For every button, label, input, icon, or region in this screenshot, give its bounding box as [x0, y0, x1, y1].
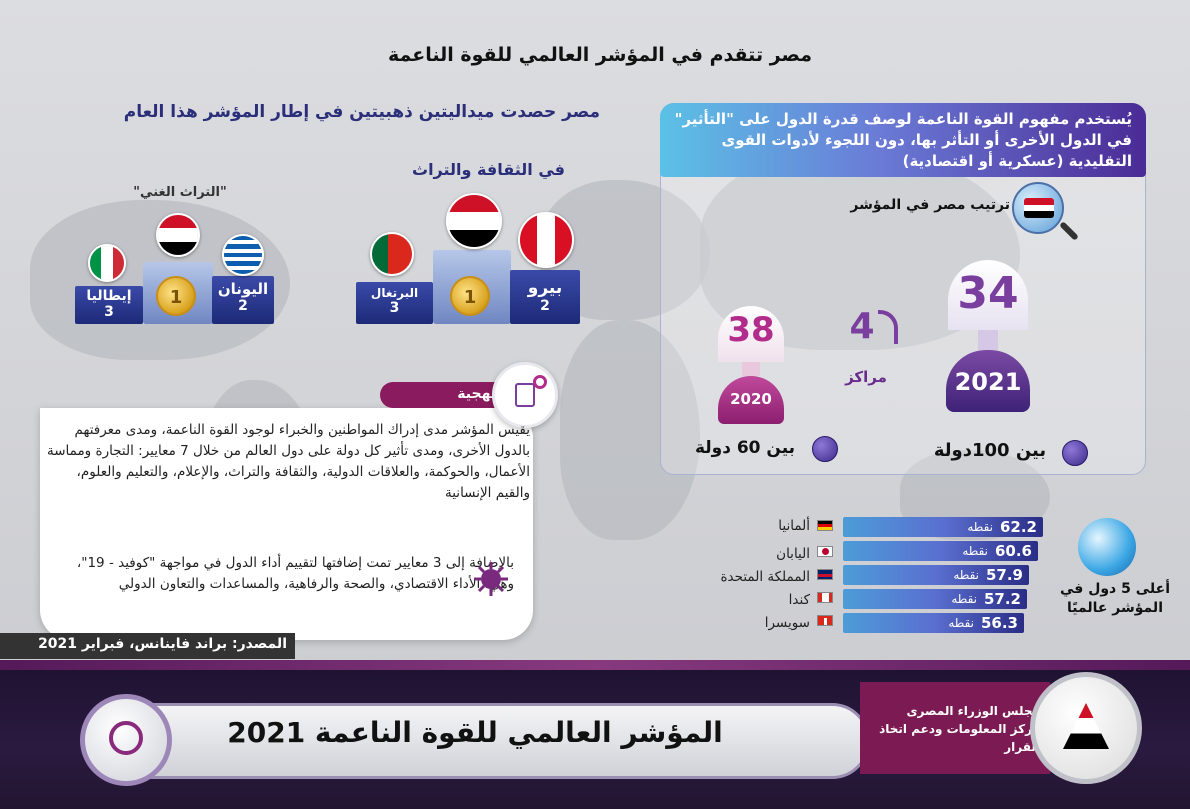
methodology-text: يقيس المؤشر مدى إدراك المواطنين والخبراء… [46, 422, 530, 501]
hourglass-neck [978, 330, 998, 350]
top5-label: أعلى 5 دول في المؤشر عالميًا [1060, 581, 1170, 616]
germany-flag-icon [817, 520, 833, 531]
podium-second-block: اليونان 2 [212, 276, 274, 324]
podium-third-block: البرتغال 3 [356, 282, 433, 324]
hourglass-neck [742, 362, 760, 376]
score-unit: نقطه [967, 520, 993, 534]
podium-third-rank: 3 [104, 304, 114, 320]
cabinet-line2: مركز المعلومات ودعم اتخاذ القرار [879, 722, 1040, 754]
gold-medal-icon: 1 [156, 276, 196, 316]
hands-globe-icon [80, 694, 172, 786]
soft-power-concept: يُستخدم مفهوم القوة الناعمة لوصف قدرة ال… [660, 103, 1146, 177]
egypt-flag-icon [446, 193, 502, 249]
score-unit: نقطه [953, 568, 979, 582]
country-name: كندا [788, 592, 810, 608]
globe-search-icon [1012, 182, 1079, 241]
italy-flag-icon [88, 244, 126, 282]
country-name: المملكة المتحدة [720, 569, 810, 585]
canada-flag-icon [817, 592, 833, 603]
podium-second-name: اليونان [217, 280, 269, 298]
improvement-value: 4 [849, 306, 875, 347]
top5-bar: 60.6 نقطه [843, 541, 1038, 561]
score-value: 60.6 [994, 542, 1032, 560]
methodology-box [40, 408, 533, 640]
cabinet-line1: مجلس الوزراء المصرى [906, 704, 1040, 718]
methodology-icon [492, 362, 558, 428]
score-value: 57.2 [983, 590, 1021, 608]
japan-flag-icon [817, 546, 833, 557]
top5-bar: 57.9 نقطه [843, 565, 1029, 585]
footer-title-bar [90, 703, 870, 779]
source-label: المصدر: براند فاينانس، فبراير 2021 [0, 633, 295, 659]
gold-medal-icon: 1 [450, 276, 490, 316]
top5-bar: 57.2 نقطه [843, 589, 1027, 609]
country-name: ألمانيا [778, 518, 810, 534]
heritage-label: "التراث الغني" [133, 185, 227, 200]
egypt-flag-icon [156, 213, 200, 257]
portugal-flag-icon [370, 232, 414, 276]
map-africa [560, 320, 700, 540]
cabinet-label-box: مجلس الوزراء المصرى مركز المعلومات ودعم … [860, 682, 1050, 774]
switzerland-flag-icon [817, 615, 833, 626]
score-unit: نقطه [951, 592, 977, 606]
network-globe-icon [1078, 518, 1136, 576]
year-2021-badge: 2021 [946, 350, 1030, 412]
podium-third-name: إيطاليا [86, 288, 132, 304]
podium-second-rank: 2 [238, 298, 248, 314]
egypt-rank-label: ترتيب مصر في المؤشر [850, 197, 1010, 213]
among-60-label: بين 60 دولة [694, 438, 796, 458]
improvement-label: مراكز [845, 368, 887, 386]
top5-bar: 56.3 نقطه [843, 613, 1024, 633]
page-title: مصر تتقدم في المؤشر العالمي للقوة الناعم… [388, 44, 812, 66]
hourglass-top [718, 306, 784, 362]
podium-second-block: بيرو 2 [510, 270, 580, 324]
rank-2020-value: 38 [727, 310, 775, 350]
year-2020-badge: 2020 [718, 376, 784, 424]
arrow-up-icon [878, 310, 898, 344]
score-unit: نقطه [948, 616, 974, 630]
idsc-logo [1030, 672, 1142, 784]
country-name: سويسرا [764, 615, 810, 631]
footer-title: المؤشر العالمي للقوة الناعمة 2021 [227, 716, 723, 749]
globe-icon [812, 436, 838, 462]
footer-accent-band [0, 660, 1190, 670]
hourglass-top [948, 260, 1028, 330]
score-value: 57.9 [985, 566, 1023, 584]
score-value: 62.2 [999, 518, 1037, 536]
globe-icon [1062, 440, 1088, 466]
uk-flag-icon [817, 569, 833, 580]
virus-icon [472, 560, 510, 598]
score-value: 56.3 [980, 614, 1018, 632]
rank-2021-value: 34 [957, 268, 1019, 319]
podium-third-name: البرتغال [370, 286, 419, 300]
podium-second-rank: 2 [540, 298, 550, 314]
culture-label: في الثقافة والتراث [411, 160, 565, 179]
podium-second-name: بيرو [527, 278, 563, 298]
top5-bar: 62.2 نقطه [843, 517, 1043, 537]
among-100-label: بين 100دولة [933, 440, 1047, 461]
score-unit: نقطه [962, 544, 988, 558]
medals-title: مصر حصدت ميداليتين ذهبيتين في إطار المؤش… [123, 102, 600, 122]
podium-third-rank: 3 [389, 300, 400, 316]
covid-criteria-text: بالإضافة إلى 3 معايير تمت إضافتها لتقييم… [76, 555, 514, 592]
country-name: اليابان [776, 546, 810, 562]
peru-flag-icon [518, 212, 574, 268]
greece-flag-icon [222, 234, 264, 276]
podium-third-block: إيطاليا 3 [75, 286, 143, 324]
